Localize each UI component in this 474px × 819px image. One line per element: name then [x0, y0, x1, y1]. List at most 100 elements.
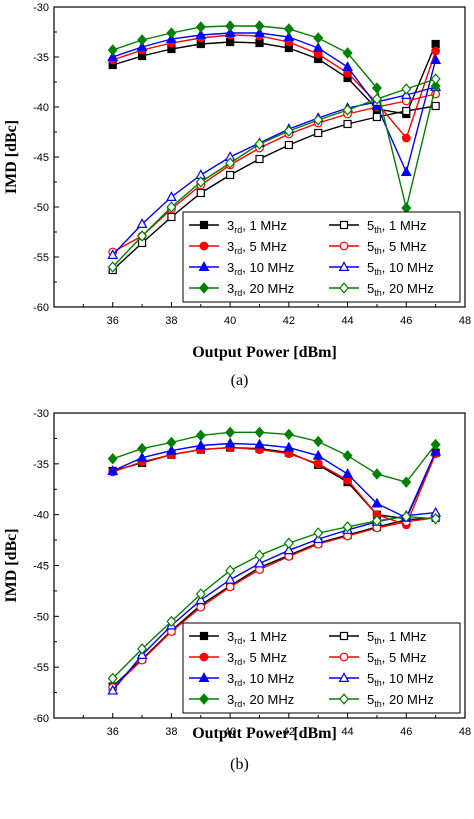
data-point [107, 261, 118, 273]
y-tick-label: -45 [33, 152, 49, 164]
data-point [136, 218, 148, 228]
x-axis-title: Output Power [dBm] [192, 725, 337, 742]
series-3rd-20mhz [107, 426, 441, 488]
series-5th-20mhz [107, 510, 441, 685]
series-line [112, 32, 437, 175]
data-point [136, 41, 148, 52]
x-tick-label: 48 [459, 315, 471, 327]
data-point [312, 42, 324, 53]
data-point [107, 44, 118, 56]
data-point [431, 39, 440, 49]
series-3rd-10mhz [107, 27, 442, 176]
data-point [137, 643, 148, 655]
legend-label: 3rd, 1 MHz [227, 629, 287, 646]
legend-marker [199, 693, 209, 705]
series-line [112, 431, 437, 483]
series-3rd-1mhz [108, 37, 440, 119]
legend-marker [339, 282, 349, 294]
data-point [371, 82, 382, 94]
data-point [313, 435, 324, 448]
series-line [112, 86, 436, 256]
legend-label: 3rd, 20 MHz [227, 281, 294, 298]
legend-marker [338, 672, 350, 683]
legend-item: 3rd, 5 MHz [189, 650, 287, 667]
data-point [196, 602, 206, 612]
x-tick-label: 36 [107, 726, 119, 738]
x-tick-label: 46 [400, 315, 412, 327]
data-point [401, 202, 412, 214]
data-point [313, 32, 324, 44]
data-point [107, 51, 119, 62]
legend-label: 3rd, 20 MHz [227, 692, 294, 709]
legend-item: 3rd, 1 MHz [189, 629, 287, 646]
legend-label: 5th, 5 MHz [367, 239, 427, 256]
data-point [371, 497, 383, 508]
x-tick-label: 44 [341, 726, 353, 738]
y-axis-title: IMD [dBc] [3, 120, 20, 194]
series-line [112, 41, 437, 115]
data-point [196, 188, 205, 198]
legend-item: 5th, 10 MHz [329, 671, 434, 688]
data-point [226, 37, 235, 47]
data-point [431, 101, 440, 111]
legend-marker [339, 631, 349, 641]
y-axis-title: IMD [dBc] [3, 528, 20, 602]
data-point [430, 513, 441, 525]
legend-item: 5th, 20 MHz [329, 692, 434, 709]
series-5th-20mhz [107, 73, 441, 273]
legend-item: 3rd, 10 MHz [189, 671, 294, 688]
data-point [283, 31, 295, 42]
series-line [112, 25, 437, 209]
data-point [107, 465, 119, 475]
data-point [402, 106, 411, 116]
legend-box [182, 211, 461, 303]
data-point [254, 138, 265, 150]
y-tick-label: -40 [33, 102, 49, 114]
data-point [166, 201, 177, 213]
legend-marker [339, 241, 349, 251]
data-point [166, 191, 177, 201]
legend-label: 3rd, 5 MHz [227, 239, 287, 256]
legend-label: 3rd, 10 MHz [227, 671, 294, 688]
data-point [430, 80, 441, 92]
data-point [254, 557, 265, 568]
data-point [313, 527, 324, 539]
data-point [195, 588, 206, 600]
data-point [137, 230, 148, 242]
legend-marker [339, 220, 349, 230]
legend-label: 5th, 1 MHz [367, 629, 427, 646]
data-point [401, 476, 412, 488]
data-point [224, 573, 236, 584]
series-line [112, 34, 437, 140]
data-point [342, 61, 353, 72]
x-tick-label: 48 [459, 726, 471, 738]
data-point [167, 212, 176, 222]
data-point [195, 439, 207, 450]
data-point [283, 537, 294, 549]
y-tick-label: -60 [33, 713, 49, 725]
x-tick-label: 36 [107, 315, 119, 327]
series-3rd-5mhz [108, 30, 441, 143]
data-point [342, 521, 353, 533]
data-point [312, 449, 324, 460]
data-point [107, 249, 119, 259]
legend-label: 3rd, 1 MHz [227, 218, 287, 235]
series-line [112, 442, 437, 519]
data-point [254, 426, 265, 439]
x-tick-label: 38 [165, 315, 177, 327]
data-point [430, 445, 442, 456]
data-point [225, 564, 236, 577]
legend-item: 3rd, 5 MHz [189, 239, 287, 256]
data-point [166, 444, 177, 455]
data-point [283, 23, 294, 35]
data-point [342, 104, 353, 116]
data-point [283, 544, 295, 555]
legend-label: 5th, 20 MHz [367, 281, 434, 298]
series-3rd-1mhz [108, 443, 440, 523]
data-point [401, 133, 411, 143]
y-tick-label: -35 [33, 459, 49, 471]
data-point [430, 73, 441, 85]
series-3rd-10mhz [107, 437, 442, 522]
data-point [430, 438, 441, 451]
y-tick-label: -35 [33, 52, 49, 64]
